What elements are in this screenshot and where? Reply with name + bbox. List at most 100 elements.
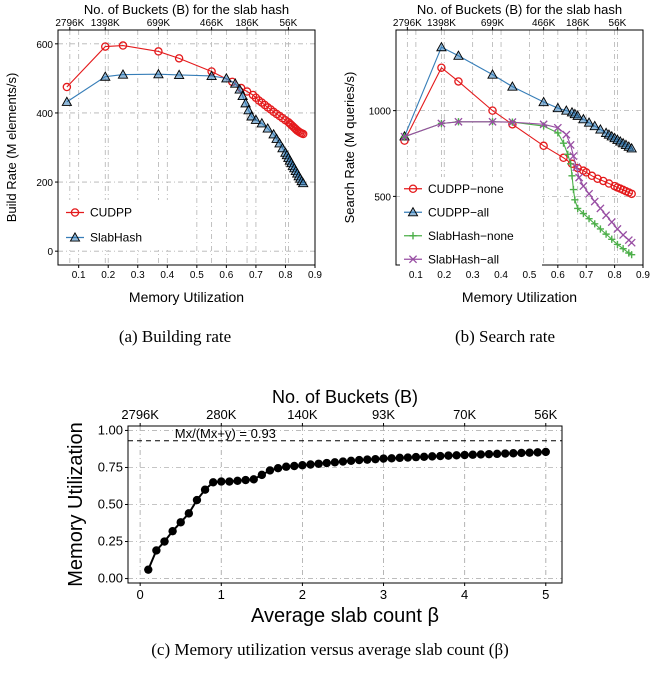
chart-b-series-3-point-10: [572, 163, 581, 172]
chart-a-x-tick-label-3: 0.4: [160, 270, 174, 281]
chart-c-series-0-line: [147, 450, 546, 571]
chart-b-series-1-point-3: [487, 69, 498, 79]
chart-b-top-tick-label-5: 56K: [609, 18, 627, 29]
chart-b-series-3-point-6: [553, 123, 562, 132]
chart-c-series-0-point-27: [363, 455, 372, 464]
legend-building-label-1: SlabHash: [90, 231, 142, 245]
chart-b-series-2-point-23: [628, 251, 636, 259]
chart-b-y-tick-label-0: 500: [374, 192, 391, 203]
chart-c-y-tick-label-0: 0.00: [98, 571, 123, 586]
chart-c-series-0-point-34: [419, 452, 429, 462]
legend-search-label-2: SlabHash−none: [428, 229, 514, 243]
chart-a-series-1-point-0: [61, 96, 73, 106]
chart-b-x-tick-label-7: 0.8: [608, 270, 622, 281]
chart-b-top-tick-label-1: 1398K: [427, 18, 456, 29]
chart-a-series-1-point-12: [246, 110, 257, 121]
legend-building-swatch-marker-1: [69, 231, 81, 242]
chart-a-x-tick-label-1: 0.2: [101, 270, 115, 281]
chart-c-y-tick-label-2: 0.50: [98, 497, 123, 512]
chart-a-series-1-point-5: [206, 70, 217, 81]
legend-search-label-3: SlabHash−all: [428, 252, 499, 266]
legend-building-swatch-marker-0: [70, 208, 80, 217]
chart-b-series-2-point-20: [613, 240, 622, 249]
chart-c-series-0-point-20: [306, 460, 315, 469]
chart-b-x-tick-label-8: 0.9: [636, 270, 650, 281]
chart-c-series-0-point-22: [322, 458, 331, 468]
chart-a-series-1-point-32: [297, 177, 309, 188]
chart-b-series-3-point-4: [508, 118, 517, 127]
legend-building-box: [62, 200, 174, 250]
chart-b-series-1-point-12: [583, 117, 595, 127]
chart-c-series-0-point-7: [200, 485, 210, 494]
chart-c-series-0-point-11: [233, 476, 242, 486]
chart-c-series-0-point-5: [184, 509, 194, 518]
chart-c-series-0-point-15: [265, 466, 275, 475]
chart-c-x-tick-label-0: 0: [137, 587, 144, 602]
chart-a-y-tick-label-2: 400: [36, 109, 53, 120]
chart-b-series-2-point-7: [559, 139, 568, 147]
chart-a-series-1-point-9: [237, 90, 248, 101]
chart-b-series-0-point-21: [627, 189, 636, 199]
chart-b-series-2-point-19: [608, 235, 616, 243]
chart-b-series-1-point-7: [560, 105, 572, 115]
chart-c-series-0-point-31: [395, 453, 404, 463]
chart-b-series-3-point-15: [596, 204, 605, 213]
chart-b-top-tick-label-2: 699K: [481, 18, 505, 29]
chart-a-series-1-point-11: [243, 104, 254, 115]
chart-a-top-tick-label-2: 699K: [147, 18, 171, 29]
chart-b-top-axis-title: No. of Buckets (B) for the slab hash: [417, 2, 622, 17]
chart-c-series-0-point-9: [217, 477, 226, 486]
chart-a-series-0-point-4: [174, 54, 184, 63]
chart-c-x-tick-label-5: 5: [542, 587, 549, 602]
chart-c-series-0-point-1: [152, 546, 161, 555]
chart-b-series-2-point-21: [619, 245, 627, 253]
chart-c-series-0-point-2: [160, 537, 169, 546]
chart-c-series-0-point-35: [428, 452, 437, 461]
chart-b-series-1-point-24: [626, 142, 638, 153]
legend-search-swatch-marker-1: [407, 206, 419, 217]
chart-a-series-1-point-14: [256, 117, 268, 128]
chart-b-series-3-point-7: [562, 130, 571, 139]
chart-b-series-2-point-13: [574, 204, 582, 212]
chart-c-series-0-point-12: [241, 475, 250, 485]
chart-b-series-1-point-13: [589, 120, 601, 131]
chart-c-x-axis-label: Average slab count β: [251, 605, 439, 627]
chart-c-y-tick-label-4: 1.00: [98, 422, 123, 437]
chart-a-series-1-point-15: [262, 122, 274, 133]
chart-c-series-0-point-21: [314, 459, 323, 468]
chart-c-top-axis-title: No. of Buckets (B): [272, 387, 418, 407]
chart-c-series-0-point-16: [273, 464, 283, 473]
chart-c-top-tick-label-0: 2796K: [121, 407, 159, 422]
chart-a-series-0-point-3: [154, 47, 163, 56]
chart-b-x-tick-label-3: 0.4: [494, 270, 508, 281]
chart-a-y-tick-label-1: 200: [36, 178, 53, 189]
chart-b-series-2-point-8: [564, 150, 572, 158]
caption-building-rate: (a) Building rate: [118, 327, 232, 346]
chart-a-series-1-point-13: [250, 114, 262, 124]
chart-a-x-tick-label-2: 0.3: [131, 270, 145, 281]
chart-c-series-0-point-18: [290, 461, 299, 471]
chart-b-series-3-point-16: [602, 211, 611, 220]
chart-a-x-tick-label-6: 0.7: [249, 270, 263, 281]
chart-b-series-3-point-0: [400, 132, 409, 141]
chart-b-series-2-point-14: [579, 209, 587, 218]
chart-b-series-3-point-11: [575, 173, 584, 182]
chart-a-series-1-point-7: [229, 78, 241, 88]
legend-search-box: [400, 177, 542, 271]
chart-c-x-tick-label-4: 4: [461, 587, 468, 602]
chart-c-top-tick-label-2: 140K: [287, 407, 318, 422]
chart-c-series-0-point-19: [298, 461, 307, 470]
legend-search-swatch-marker-0: [408, 184, 418, 193]
chart-c-top-tick-label-3: 93K: [372, 407, 395, 422]
legend-search-swatch-marker-2: [409, 232, 417, 240]
chart-a-x-tick-label-4: 0.5: [190, 270, 204, 281]
chart-b-series-0-point-1: [437, 63, 446, 72]
chart-a-x-tick-label-5: 0.6: [219, 270, 233, 281]
chart-b-y-tick-label-1: 1000: [369, 107, 392, 118]
chart-b-series-1-point-14: [595, 123, 606, 134]
chart-b-series-0-point-2: [454, 77, 463, 86]
chart-c-series-0-point-0: [144, 565, 153, 574]
chart-c-x-tick-label-3: 3: [380, 587, 387, 602]
chart-c-top-tick-label-4: 70K: [453, 407, 476, 422]
